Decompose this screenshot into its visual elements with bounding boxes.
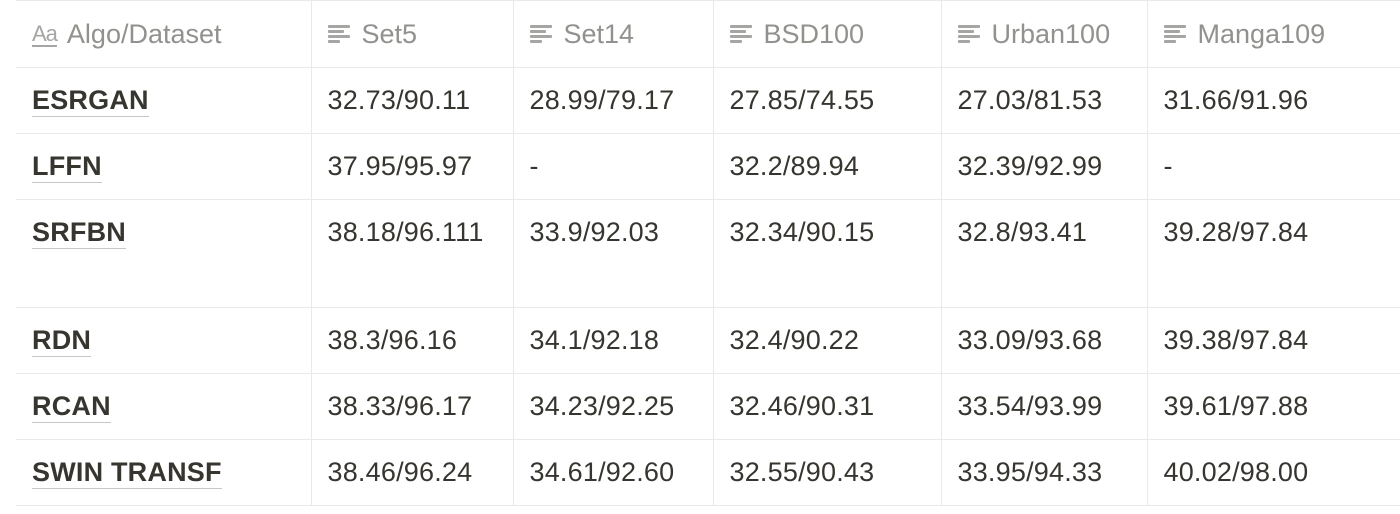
cell-value: 33.09/93.68 xyxy=(957,325,1103,355)
cell-value: 40.02/98.00 xyxy=(1163,457,1309,487)
cell-value: 28.99/79.17 xyxy=(529,85,675,115)
column-header-set5[interactable]: Set5 xyxy=(311,0,514,68)
column-header-label: Algo/Dataset xyxy=(66,18,222,49)
row-title-cell[interactable]: SRFBN xyxy=(16,199,312,308)
column-header-manga109[interactable]: Manga109 xyxy=(1147,0,1400,68)
table-cell[interactable]: 32.34/90.15 xyxy=(713,199,942,308)
text-property-icon xyxy=(529,24,554,44)
table-cell[interactable]: 38.46/96.24 xyxy=(311,439,514,506)
cell-value: 31.66/91.96 xyxy=(1163,85,1309,115)
row-title-cell[interactable]: ESRGAN xyxy=(16,67,312,134)
table-cell[interactable]: 34.61/92.60 xyxy=(513,439,714,506)
text-property-icon xyxy=(957,24,982,44)
cell-value: 34.23/92.25 xyxy=(529,391,675,421)
cell-value: 32.39/92.99 xyxy=(957,151,1103,181)
table-row[interactable]: LFFN 37.95/95.97 - 32.2/89.94 32.39/92.9… xyxy=(16,133,1400,200)
table-cell[interactable]: 38.33/96.17 xyxy=(311,373,514,440)
table-cell[interactable]: 32.4/90.22 xyxy=(713,307,942,374)
column-header-label: Manga109 xyxy=(1197,18,1326,49)
column-header-label: Set14 xyxy=(563,18,635,49)
text-property-icon xyxy=(729,24,754,44)
cell-value: 37.95/95.97 xyxy=(327,151,473,181)
row-title-cell[interactable]: SWIN TRANSF xyxy=(16,439,312,506)
column-header-label: Urban100 xyxy=(991,18,1111,49)
cell-value: - xyxy=(1163,151,1173,181)
table-cell[interactable]: 39.61/97.88 xyxy=(1147,373,1400,440)
cell-value: 38.18/96.111 xyxy=(327,217,484,247)
cell-value: - xyxy=(529,151,539,181)
row-title-link[interactable]: SRFBN xyxy=(32,217,126,249)
cell-value: 32.4/90.22 xyxy=(729,325,860,355)
table-cell[interactable]: 31.66/91.96 xyxy=(1147,67,1400,134)
cell-value: 32.46/90.31 xyxy=(729,391,875,421)
row-title-link[interactable]: LFFN xyxy=(32,151,102,183)
title-property-icon: Aa xyxy=(32,21,58,46)
cell-value: 34.1/92.18 xyxy=(529,325,660,355)
cell-value: 33.9/92.03 xyxy=(529,217,660,247)
table-row[interactable]: ESRGAN 32.73/90.11 28.99/79.17 27.85/74.… xyxy=(16,67,1400,134)
column-header-label: BSD100 xyxy=(763,18,865,49)
row-title-cell[interactable]: LFFN xyxy=(16,133,312,200)
table-cell[interactable]: 33.54/93.99 xyxy=(941,373,1148,440)
table-cell[interactable]: 34.23/92.25 xyxy=(513,373,714,440)
table-cell[interactable]: 27.03/81.53 xyxy=(941,67,1148,134)
row-title-link[interactable]: SWIN TRANSF xyxy=(32,457,222,489)
cell-value: 32.2/89.94 xyxy=(729,151,860,181)
cell-value: 27.85/74.55 xyxy=(729,85,875,115)
table-cell[interactable]: 32.2/89.94 xyxy=(713,133,942,200)
text-property-icon xyxy=(327,24,352,44)
cell-value: 38.33/96.17 xyxy=(327,391,473,421)
table-cell[interactable]: 39.28/97.84 xyxy=(1147,199,1400,308)
cell-value: 39.28/97.84 xyxy=(1163,217,1309,247)
table-cell[interactable]: 32.46/90.31 xyxy=(713,373,942,440)
table-cell[interactable]: 32.8/93.41 xyxy=(941,199,1148,308)
column-header-label: Set5 xyxy=(361,18,418,49)
cell-value: 27.03/81.53 xyxy=(957,85,1103,115)
table-cell[interactable]: - xyxy=(513,133,714,200)
cell-value: 33.54/93.99 xyxy=(957,391,1103,421)
column-header-algo-dataset[interactable]: Aa Algo/Dataset xyxy=(16,0,312,68)
cell-value: 39.61/97.88 xyxy=(1163,391,1309,421)
table-cell[interactable]: 40.02/98.00 xyxy=(1147,439,1400,506)
table-cell[interactable]: 32.39/92.99 xyxy=(941,133,1148,200)
table-cell[interactable]: 33.95/94.33 xyxy=(941,439,1148,506)
row-title-link[interactable]: ESRGAN xyxy=(32,85,149,117)
cell-value: 32.73/90.11 xyxy=(327,85,471,115)
table-cell[interactable]: 33.9/92.03 xyxy=(513,199,714,308)
table-cell[interactable]: 39.38/97.84 xyxy=(1147,307,1400,374)
cell-value: 34.61/92.60 xyxy=(529,457,675,487)
table-cell[interactable]: 28.99/79.17 xyxy=(513,67,714,134)
column-header-urban100[interactable]: Urban100 xyxy=(941,0,1148,68)
cell-value: 38.46/96.24 xyxy=(327,457,473,487)
table-row[interactable]: SRFBN 38.18/96.111 33.9/92.03 32.34/90.1… xyxy=(16,199,1400,308)
row-title-cell[interactable]: RCAN xyxy=(16,373,312,440)
column-header-bsd100[interactable]: BSD100 xyxy=(713,0,942,68)
table-cell[interactable]: 27.85/74.55 xyxy=(713,67,942,134)
table-cell[interactable]: 32.55/90.43 xyxy=(713,439,942,506)
table-cell[interactable]: 38.3/96.16 xyxy=(311,307,514,374)
header-row: Aa Algo/Dataset Set5 Set14 xyxy=(16,0,1400,68)
cell-value: 33.95/94.33 xyxy=(957,457,1103,487)
table-row[interactable]: RDN 38.3/96.16 34.1/92.18 32.4/90.22 33.… xyxy=(16,307,1400,374)
column-header-set14[interactable]: Set14 xyxy=(513,0,714,68)
text-property-icon xyxy=(1163,24,1188,44)
table-row[interactable]: SWIN TRANSF 38.46/96.24 34.61/92.60 32.5… xyxy=(16,439,1400,506)
table-cell[interactable]: 32.73/90.11 xyxy=(311,67,514,134)
table-cell[interactable]: 37.95/95.97 xyxy=(311,133,514,200)
cell-value: 32.8/93.41 xyxy=(957,217,1088,247)
table-cell[interactable]: 38.18/96.111 xyxy=(311,199,514,308)
table-cell[interactable]: 34.1/92.18 xyxy=(513,307,714,374)
cell-value: 39.38/97.84 xyxy=(1163,325,1309,355)
row-title-link[interactable]: RCAN xyxy=(32,391,111,423)
results-table: Aa Algo/Dataset Set5 Set14 xyxy=(16,0,1400,506)
cell-value: 32.34/90.15 xyxy=(729,217,875,247)
cell-value: 38.3/96.16 xyxy=(327,325,458,355)
table-cell[interactable]: 33.09/93.68 xyxy=(941,307,1148,374)
cell-value: 32.55/90.43 xyxy=(729,457,875,487)
database-table: Aa Algo/Dataset Set5 Set14 xyxy=(16,0,1400,506)
row-title-link[interactable]: RDN xyxy=(32,325,92,357)
row-title-cell[interactable]: RDN xyxy=(16,307,312,374)
table-cell[interactable]: - xyxy=(1147,133,1400,200)
table-row[interactable]: RCAN 38.33/96.17 34.23/92.25 32.46/90.31… xyxy=(16,373,1400,440)
